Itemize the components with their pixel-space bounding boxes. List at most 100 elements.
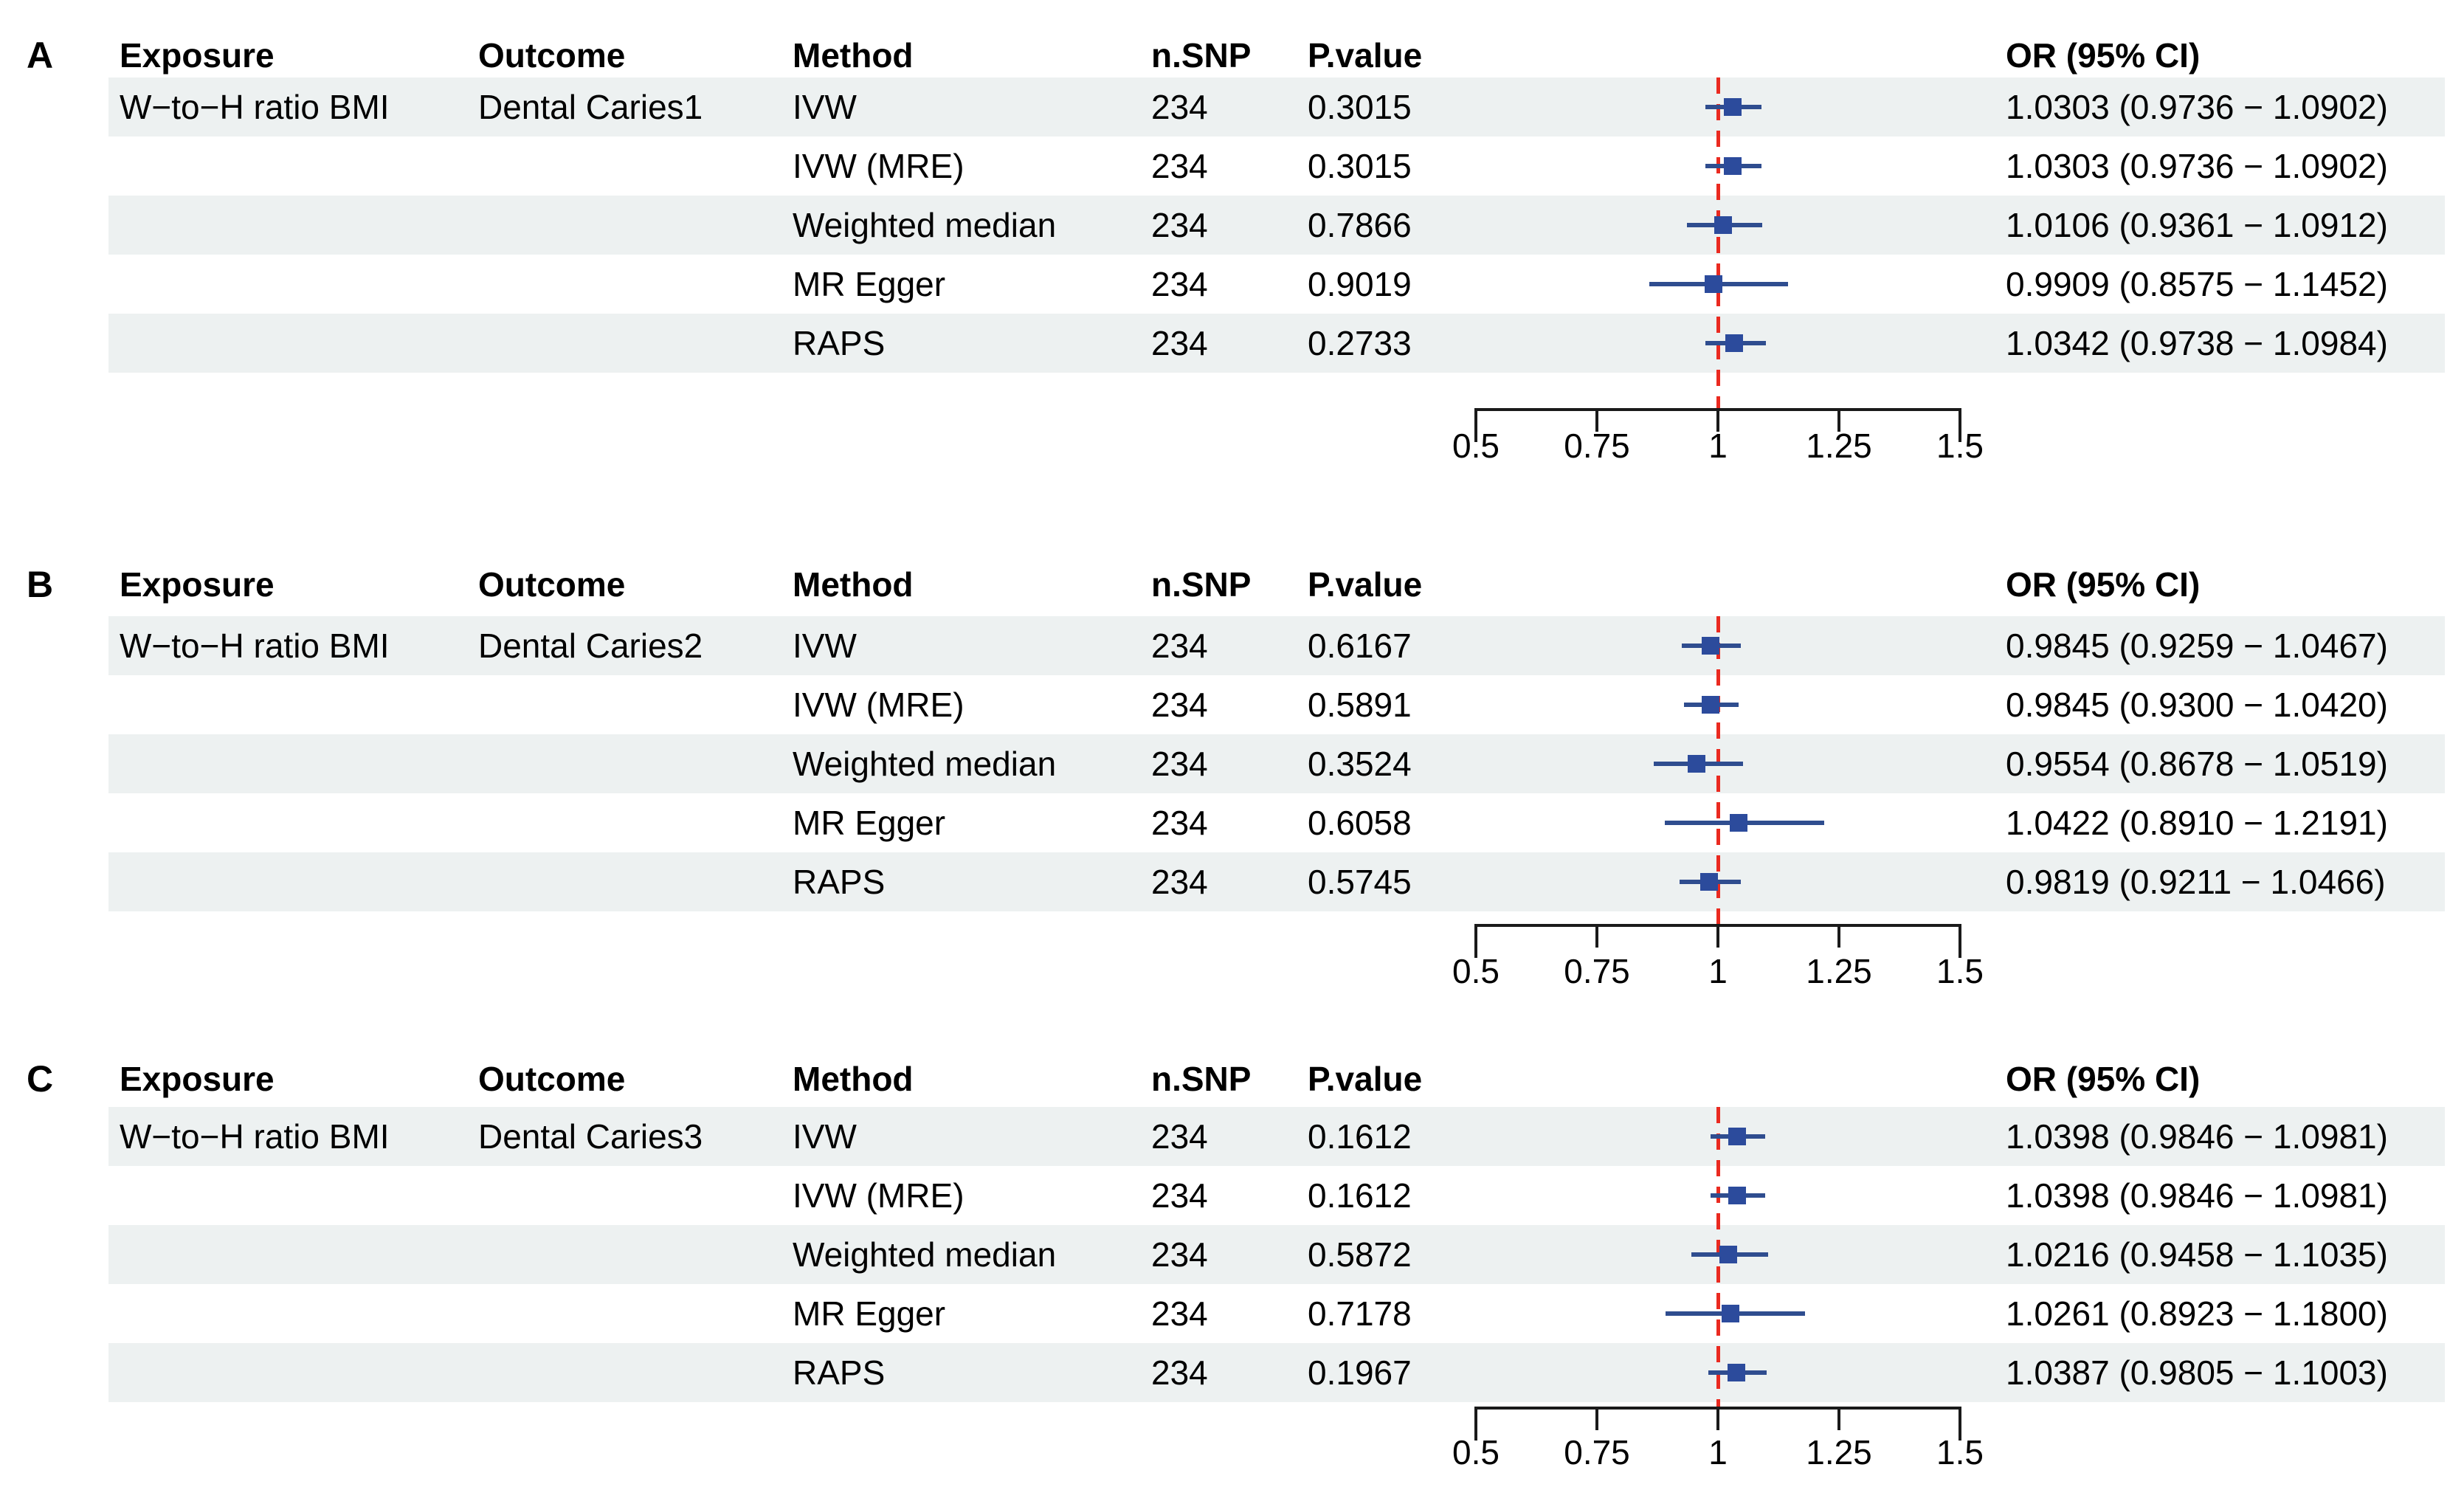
x-axis-tick xyxy=(1716,1407,1719,1430)
panel-label: B xyxy=(27,564,54,605)
x-axis-tick-label: 1.5 xyxy=(1936,952,1984,990)
cell-p-value: 0.3524 xyxy=(1308,745,1412,783)
cell-or-ci: 0.9554 (0.8678 − 1.0519) xyxy=(2006,745,2388,783)
confidence-interval-line xyxy=(1666,1311,1806,1316)
table-row: IVW (MRE) 234 0.3015 1.0303 (0.9736 − 1.090… xyxy=(108,137,2445,196)
cell-p-value: 0.1967 xyxy=(1308,1353,1412,1392)
cell-method: IVW (MRE) xyxy=(793,1176,964,1215)
confidence-interval-line xyxy=(1710,1193,1766,1198)
table-row: Weighted median 234 0.7866 1.0106 (0.9361 −… xyxy=(108,196,2445,255)
cell-method: Weighted median xyxy=(793,206,1057,244)
table-row: RAPS 234 0.2733 1.0342 (0.9738 − 1.0984) xyxy=(108,314,2445,373)
cell-method: IVW xyxy=(793,1117,857,1156)
cell-n-snp: 234 xyxy=(1151,324,1208,362)
table-row: MR Egger 234 0.6058 1.0422 (0.8910 − 1.2191… xyxy=(108,793,2445,852)
column-header-n_snp: n.SNP xyxy=(1151,1060,1252,1098)
x-axis-tick-label: 1.25 xyxy=(1806,427,1872,465)
cell-p-value: 0.7866 xyxy=(1308,206,1412,244)
reference-line xyxy=(1716,77,1720,408)
x-axis-tick xyxy=(1837,924,1840,948)
cell-or-ci: 0.9845 (0.9300 − 1.0420) xyxy=(2006,686,2388,724)
table-row: RAPS 234 0.5745 0.9819 (0.9211 − 1.0466) xyxy=(108,852,2445,911)
x-axis-tick xyxy=(1595,924,1598,948)
column-header-p_value: P.value xyxy=(1308,565,1423,604)
cell-method: IVW xyxy=(793,627,857,665)
x-axis-tick xyxy=(1959,1407,1961,1441)
cell-or-ci: 0.9909 (0.8575 − 1.1452) xyxy=(2006,265,2388,303)
column-header-outcome: Outcome xyxy=(478,565,626,604)
table-row: IVW (MRE) 234 0.1612 1.0398 (0.9846 − 1.098… xyxy=(108,1166,2445,1225)
cell-n-snp: 234 xyxy=(1151,863,1208,901)
x-axis-tick xyxy=(1837,408,1840,432)
cell-method: Weighted median xyxy=(793,745,1057,783)
cell-n-snp: 234 xyxy=(1151,1294,1208,1333)
confidence-interval-line xyxy=(1682,644,1741,648)
table-row: W−to−H ratio BMI Dental Caries3 IVW 234 0.16… xyxy=(108,1107,2445,1166)
column-header-exposure: Exposure xyxy=(120,36,275,75)
confidence-interval-line xyxy=(1708,1370,1767,1375)
cell-outcome: Dental Caries2 xyxy=(478,627,703,665)
or-point-marker xyxy=(1729,814,1747,832)
confidence-interval-line xyxy=(1654,762,1744,766)
x-axis-tick xyxy=(1474,1407,1477,1441)
x-axis-tick xyxy=(1474,924,1477,958)
cell-exposure: W−to−H ratio BMI xyxy=(120,88,390,126)
confidence-interval-line xyxy=(1684,703,1739,707)
x-axis-tick-label: 0.5 xyxy=(1452,427,1500,465)
cell-n-snp: 234 xyxy=(1151,745,1208,783)
cell-p-value: 0.3015 xyxy=(1308,147,1412,185)
x-axis-tick-label: 1.25 xyxy=(1806,1433,1872,1472)
table-row: MR Egger 234 0.9019 0.9909 (0.8575 − 1.1452… xyxy=(108,255,2445,314)
cell-or-ci: 1.0422 (0.8910 − 1.2191) xyxy=(2006,804,2388,842)
cell-n-snp: 234 xyxy=(1151,686,1208,724)
cell-or-ci: 1.0303 (0.9736 − 1.0902) xyxy=(2006,147,2388,185)
x-axis-tick xyxy=(1716,408,1719,432)
cell-p-value: 0.6167 xyxy=(1308,627,1412,665)
table-row: W−to−H ratio BMI Dental Caries1 IVW 234 0.30… xyxy=(108,77,2445,137)
cell-exposure: W−to−H ratio BMI xyxy=(120,1117,390,1156)
x-axis-tick-label: 1.5 xyxy=(1936,1433,1984,1472)
cell-p-value: 0.5891 xyxy=(1308,686,1412,724)
cell-p-value: 0.1612 xyxy=(1308,1117,1412,1156)
table-row: Weighted median 234 0.3524 0.9554 (0.8678 −… xyxy=(108,734,2445,793)
confidence-interval-line xyxy=(1705,164,1762,168)
cell-n-snp: 234 xyxy=(1151,1117,1208,1156)
cell-n-snp: 234 xyxy=(1151,627,1208,665)
column-header-method: Method xyxy=(793,1060,914,1098)
cell-p-value: 0.1612 xyxy=(1308,1176,1412,1215)
cell-p-value: 0.6058 xyxy=(1308,804,1412,842)
column-header-outcome: Outcome xyxy=(478,36,626,75)
x-axis-tick xyxy=(1959,408,1961,442)
reference-line xyxy=(1716,1107,1720,1407)
cell-n-snp: 234 xyxy=(1151,88,1208,126)
panel-label: A xyxy=(27,35,54,76)
cell-n-snp: 234 xyxy=(1151,804,1208,842)
cell-or-ci: 0.9845 (0.9259 − 1.0467) xyxy=(2006,627,2388,665)
cell-or-ci: 1.0398 (0.9846 − 1.0981) xyxy=(2006,1117,2388,1156)
confidence-interval-line xyxy=(1691,1252,1768,1257)
cell-or-ci: 1.0261 (0.8923 − 1.1800) xyxy=(2006,1294,2388,1333)
column-header-or_ci: OR (95% CI) xyxy=(2006,1060,2201,1098)
x-axis-tick-label: 0.75 xyxy=(1564,1433,1630,1472)
cell-p-value: 0.9019 xyxy=(1308,265,1412,303)
confidence-interval-line xyxy=(1710,1134,1766,1139)
panel-label: C xyxy=(27,1058,54,1100)
or-point-marker xyxy=(1719,1246,1738,1263)
confidence-interval-line xyxy=(1680,880,1741,884)
x-axis-tick-label: 1 xyxy=(1708,952,1728,990)
cell-method: RAPS xyxy=(793,1353,886,1392)
cell-or-ci: 1.0387 (0.9805 − 1.1003) xyxy=(2006,1353,2388,1392)
column-header-outcome: Outcome xyxy=(478,1060,626,1098)
column-header-n_snp: n.SNP xyxy=(1151,565,1252,604)
or-point-marker xyxy=(1728,1187,1747,1204)
column-header-n_snp: n.SNP xyxy=(1151,36,1252,75)
cell-method: MR Egger xyxy=(793,804,946,842)
cell-or-ci: 1.0342 (0.9738 − 1.0984) xyxy=(2006,324,2388,362)
column-header-exposure: Exposure xyxy=(120,565,275,604)
or-point-marker xyxy=(1700,873,1719,891)
x-axis-tick-label: 0.75 xyxy=(1564,952,1630,990)
cell-n-snp: 234 xyxy=(1151,1176,1208,1215)
